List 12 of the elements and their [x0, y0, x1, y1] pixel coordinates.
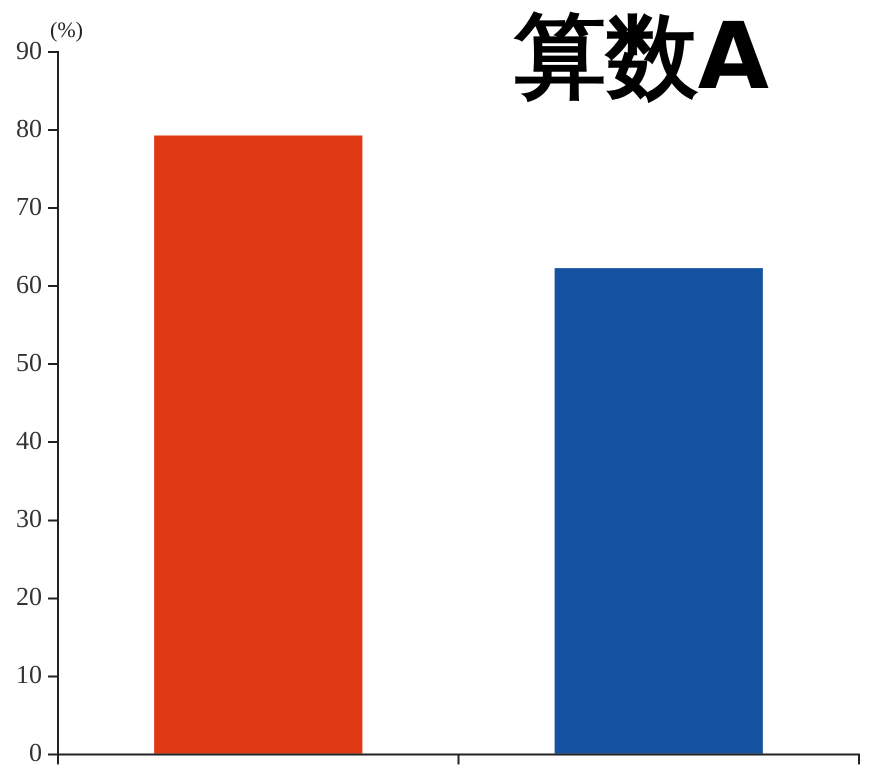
y-tick-label: 50 [16, 348, 42, 378]
y-tick-label: 70 [16, 192, 42, 221]
y-tick-label: 30 [16, 504, 42, 534]
y-tick-label: 20 [16, 582, 42, 612]
y-tick-label: 0 [29, 738, 42, 768]
y-tick-label: 80 [16, 114, 42, 143]
y-tick-label: 10 [16, 660, 42, 690]
chart-title: 算数A [512, 2, 769, 110]
y-tick-label: 90 [16, 36, 42, 65]
y-axis-title: (%) [50, 16, 83, 42]
y-tick-label: 60 [16, 270, 42, 299]
y-tick-label: 40 [16, 426, 42, 456]
